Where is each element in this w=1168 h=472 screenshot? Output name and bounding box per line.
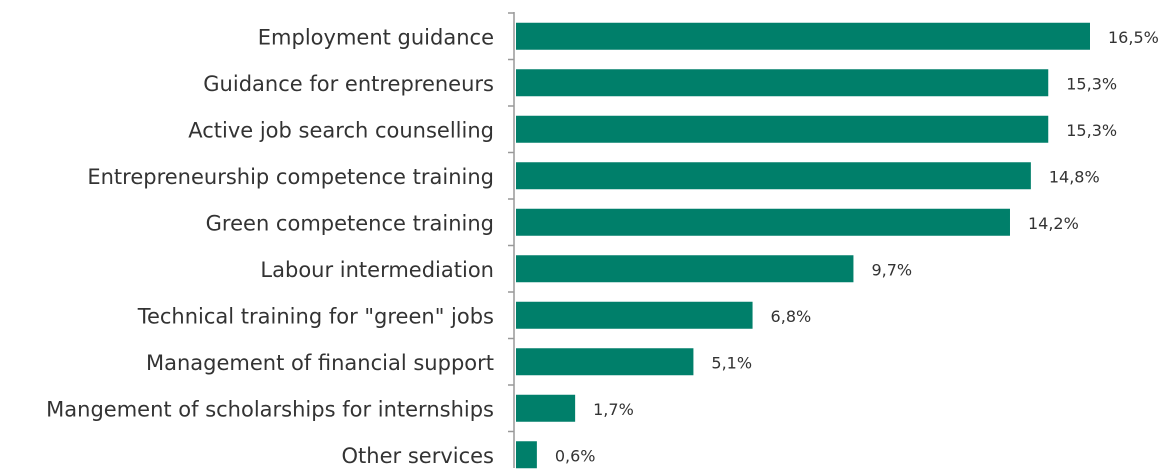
bar xyxy=(516,162,1031,190)
category-label: Management of financial support xyxy=(146,351,494,375)
value-label: 15,3% xyxy=(1066,74,1117,93)
category-label: Other services xyxy=(342,444,494,468)
category-label: Mangement of scholarships for internship… xyxy=(46,397,494,421)
value-label: 0,6% xyxy=(555,446,596,465)
category-label: Active job search counselling xyxy=(188,118,494,142)
bar xyxy=(516,348,694,376)
bar xyxy=(516,301,753,329)
category-label: Green competence training xyxy=(206,211,494,235)
value-label: 6,8% xyxy=(771,307,812,326)
category-label: Labour intermediation xyxy=(260,258,494,282)
bar xyxy=(516,208,1010,236)
value-label: 14,2% xyxy=(1028,214,1079,233)
category-label: Employment guidance xyxy=(258,25,494,49)
bar xyxy=(516,115,1049,143)
bar xyxy=(516,69,1049,97)
category-label: Entrepreneurship competence training xyxy=(87,165,494,189)
category-label: Technical training for "green" jobs xyxy=(137,304,494,328)
value-label: 9,7% xyxy=(871,260,912,279)
value-label: 14,8% xyxy=(1049,167,1100,186)
category-label: Guidance for entrepreneurs xyxy=(203,72,494,96)
value-label: 15,3% xyxy=(1066,121,1117,140)
bar xyxy=(516,22,1090,50)
value-label: 5,1% xyxy=(711,353,752,372)
bar xyxy=(516,441,537,469)
value-label: 1,7% xyxy=(593,400,634,419)
bar xyxy=(516,394,576,422)
value-label: 16,5% xyxy=(1108,28,1159,47)
bar xyxy=(516,255,854,283)
